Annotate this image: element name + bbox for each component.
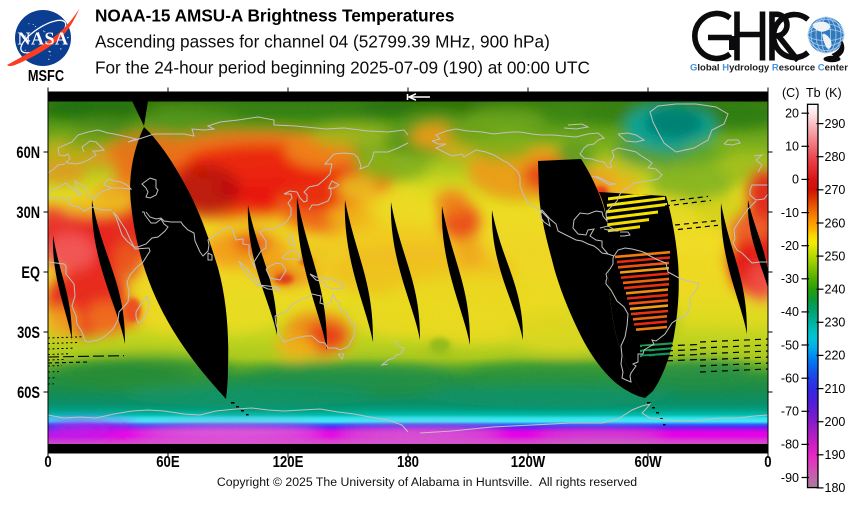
svg-text:120E: 120E <box>273 454 304 471</box>
svg-text:290: 290 <box>825 117 846 131</box>
svg-text:0: 0 <box>792 173 799 187</box>
svg-text:-10: -10 <box>781 206 799 220</box>
svg-text:(K): (K) <box>825 86 842 100</box>
svg-text:For the 24-hour period beginni: For the 24-hour period beginning 2025-07… <box>95 58 590 78</box>
svg-text:10: 10 <box>785 140 799 154</box>
svg-text:-90: -90 <box>781 471 799 485</box>
svg-text:60W: 60W <box>635 454 662 471</box>
svg-text:Copyright © 2025 The Universit: Copyright © 2025 The University of Alaba… <box>217 475 637 489</box>
svg-text:Tb: Tb <box>806 86 821 100</box>
svg-text:210: 210 <box>825 382 846 396</box>
svg-text:(C): (C) <box>782 86 799 100</box>
svg-text:0: 0 <box>44 454 51 471</box>
svg-text:120W: 120W <box>511 454 546 471</box>
svg-text:180: 180 <box>397 454 419 471</box>
svg-text:280: 280 <box>825 150 846 164</box>
svg-text:220: 220 <box>825 349 846 363</box>
svg-text:270: 270 <box>825 183 846 197</box>
svg-text:30S: 30S <box>17 325 40 343</box>
svg-text:260: 260 <box>825 216 846 230</box>
svg-text:200: 200 <box>825 415 846 429</box>
svg-text:EQ: EQ <box>21 265 40 283</box>
svg-text:-70: -70 <box>781 405 799 419</box>
svg-text:-80: -80 <box>781 438 799 452</box>
svg-text:20: 20 <box>785 107 799 121</box>
svg-text:-60: -60 <box>781 372 799 386</box>
svg-text:-20: -20 <box>781 239 799 253</box>
svg-text:NOAA-15 AMSU-A Brightness Temp: NOAA-15 AMSU-A Brightness Temperatures <box>95 6 454 26</box>
svg-text:-30: -30 <box>781 272 799 286</box>
svg-text:240: 240 <box>825 283 846 297</box>
svg-text:MSFC: MSFC <box>28 68 65 86</box>
svg-text:60S: 60S <box>17 385 40 403</box>
svg-text:NASA: NASA <box>17 29 68 49</box>
svg-text:60E: 60E <box>156 454 180 471</box>
svg-text:180: 180 <box>825 481 846 495</box>
svg-text:-50: -50 <box>781 338 799 352</box>
svg-text:Ascending passes for channel 0: Ascending passes for channel 04 (52799.3… <box>95 32 550 52</box>
svg-text:230: 230 <box>825 316 846 330</box>
svg-text:250: 250 <box>825 249 846 263</box>
svg-text:30N: 30N <box>16 205 40 223</box>
svg-text:190: 190 <box>825 448 846 462</box>
svg-text:60N: 60N <box>16 145 40 163</box>
svg-text:Global Hydrology Resource Cent: Global Hydrology Resource Center <box>690 63 848 74</box>
svg-text:-40: -40 <box>781 305 799 319</box>
svg-text:0: 0 <box>764 454 771 471</box>
